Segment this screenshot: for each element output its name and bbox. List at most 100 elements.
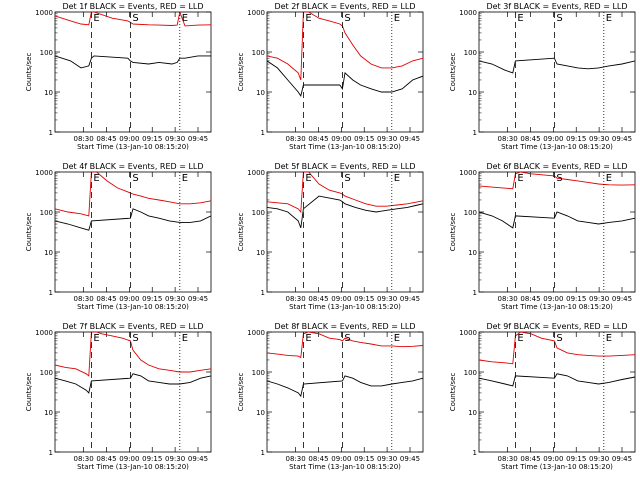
x-tick-label: 09:45: [400, 455, 420, 463]
marker-label: S: [556, 13, 562, 24]
marker-label: E: [517, 13, 523, 24]
y-tick-label: 1000: [247, 169, 265, 177]
y-axis-label: Counts/sec: [449, 213, 457, 252]
marker-label: E: [305, 333, 311, 344]
x-tick-label: 08:45: [96, 295, 116, 303]
x-axis-label: Start Time (13-Jan-10 08:15:20): [77, 303, 189, 311]
y-tick-label: 10: [468, 89, 477, 97]
x-tick-label: 08:30: [286, 295, 306, 303]
x-axis-label: Start Time (13-Jan-10 08:15:20): [501, 303, 613, 311]
panel-title: Det 6f BLACK = Events, RED = LLD: [486, 162, 627, 171]
marker-label: E: [517, 173, 523, 184]
panel-title: Det 9f BLACK = Events, RED = LLD: [486, 322, 627, 331]
series-lld: [267, 12, 423, 81]
y-tick-label: 10: [468, 409, 477, 417]
x-tick-label: 09:15: [354, 295, 374, 303]
series-events: [267, 60, 423, 98]
marker-label: E: [182, 173, 188, 184]
x-tick-label: 08:30: [498, 295, 518, 303]
y-tick-label: 100: [464, 49, 477, 57]
plot-frame: [54, 171, 212, 293]
panel-5: Det 5f BLACK = Events, RED = LLD 1 10 100 10…: [237, 162, 424, 311]
y-tick-label: 1000: [459, 329, 477, 337]
y-tick-label: 1000: [35, 329, 53, 337]
y-axis-label: Counts/sec: [25, 53, 33, 92]
x-axis-label: Start Time (13-Jan-10 08:15:20): [77, 463, 189, 471]
x-tick-label: 09:00: [543, 295, 563, 303]
panel-6: Det 6f BLACK = Events, RED = LLD 1 10 100 10…: [449, 162, 636, 311]
marker-label: S: [344, 333, 350, 344]
x-tick-label: 09:30: [589, 455, 609, 463]
x-tick-label: 09:30: [165, 135, 185, 143]
x-tick-label: 09:15: [142, 295, 162, 303]
y-axis-label: Counts/sec: [449, 53, 457, 92]
y-tick-label: 1000: [35, 169, 53, 177]
y-tick-label: 1: [261, 449, 265, 457]
x-tick-label: 09:15: [142, 135, 162, 143]
y-tick-label: 1: [473, 449, 477, 457]
x-tick-label: 09:45: [612, 455, 632, 463]
marker-label: E: [305, 13, 311, 24]
series-events: [55, 373, 211, 394]
x-tick-label: 09:15: [354, 135, 374, 143]
marker-label: E: [517, 333, 523, 344]
panel-8: Det 8f BLACK = Events, RED = LLD 1 10 100 10…: [237, 322, 424, 471]
plot-frame: [478, 11, 636, 133]
series-lld: [55, 332, 211, 377]
x-tick-label: 08:45: [308, 295, 328, 303]
y-tick-label: 1: [473, 289, 477, 297]
plot-frame: [478, 331, 636, 453]
y-axis-label: Counts/sec: [25, 373, 33, 412]
x-tick-label: 09:45: [612, 295, 632, 303]
y-axis-label: Counts/sec: [237, 53, 245, 92]
marker-label: E: [606, 333, 612, 344]
x-axis-label: Start Time (13-Jan-10 08:15:20): [77, 143, 189, 151]
panel-2: Det 2f BLACK = Events, RED = LLD 1 10 100 10…: [237, 2, 424, 151]
x-tick-label: 09:00: [331, 295, 351, 303]
panel-title: Det 4f BLACK = Events, RED = LLD: [62, 162, 203, 171]
x-tick-label: 09:00: [119, 295, 139, 303]
x-tick-label: 09:15: [566, 135, 586, 143]
y-tick-label: 1: [49, 129, 53, 137]
x-tick-label: 08:45: [520, 135, 540, 143]
x-tick-label: 08:45: [308, 455, 328, 463]
y-tick-label: 10: [256, 89, 265, 97]
marker-label: S: [556, 173, 562, 184]
y-axis-label: Counts/sec: [237, 213, 245, 252]
x-tick-label: 09:45: [400, 135, 420, 143]
x-tick-label: 09:30: [377, 295, 397, 303]
y-tick-label: 100: [40, 209, 53, 217]
y-tick-label: 10: [44, 89, 53, 97]
y-tick-label: 100: [464, 369, 477, 377]
y-tick-label: 10: [256, 249, 265, 257]
plot-frame: [266, 331, 424, 453]
series-events: [479, 373, 635, 387]
x-axis-label: Start Time (13-Jan-10 08:15:20): [289, 463, 401, 471]
y-tick-label: 100: [40, 369, 53, 377]
marker-label: S: [556, 333, 562, 344]
panel-7: Det 7f BLACK = Events, RED = LLD 1 10 100 10…: [25, 322, 212, 471]
y-tick-label: 1000: [247, 9, 265, 17]
panel-9: Det 9f BLACK = Events, RED = LLD 1 10 100 10…: [449, 322, 636, 471]
y-tick-label: 1: [261, 129, 265, 137]
x-tick-label: 09:30: [589, 135, 609, 143]
y-tick-label: 10: [44, 249, 53, 257]
y-tick-label: 1000: [459, 9, 477, 17]
series-lld: [55, 12, 211, 27]
x-tick-label: 09:30: [165, 455, 185, 463]
marker-label: E: [606, 13, 612, 24]
marker-label: S: [132, 333, 138, 344]
x-tick-label: 08:45: [520, 295, 540, 303]
panel-3: Det 3f BLACK = Events, RED = LLD 1 10 100 10…: [449, 2, 636, 151]
x-tick-label: 08:30: [286, 135, 306, 143]
series-events: [479, 211, 635, 229]
series-lld: [267, 332, 423, 359]
panel-title: Det 7f BLACK = Events, RED = LLD: [62, 322, 203, 331]
x-tick-label: 08:30: [498, 135, 518, 143]
panel-title: Det 2f BLACK = Events, RED = LLD: [274, 2, 415, 11]
x-tick-label: 08:30: [498, 455, 518, 463]
marker-label: S: [132, 173, 138, 184]
x-tick-label: 09:45: [188, 295, 208, 303]
y-tick-label: 100: [252, 209, 265, 217]
